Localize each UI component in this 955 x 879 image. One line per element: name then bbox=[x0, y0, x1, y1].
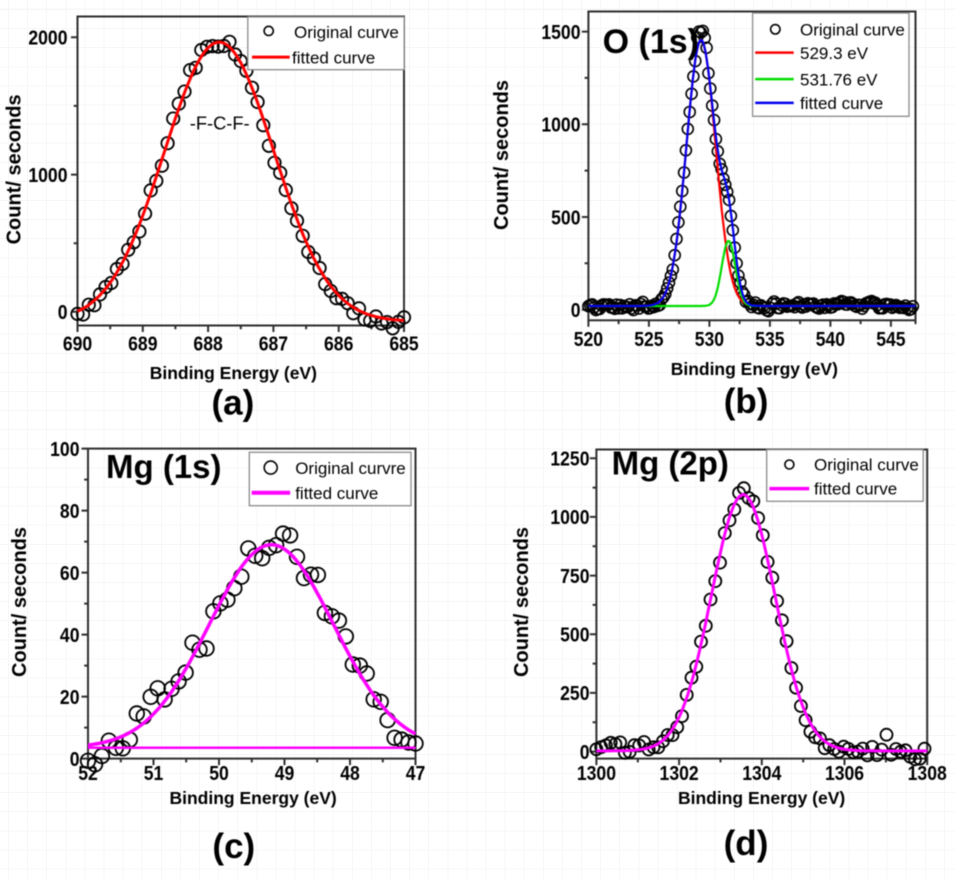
svg-text:1250: 1250 bbox=[550, 447, 589, 469]
svg-text:0: 0 bbox=[58, 301, 68, 323]
svg-text:40: 40 bbox=[60, 624, 80, 646]
svg-text:(d): (d) bbox=[724, 824, 769, 863]
svg-text:1300: 1300 bbox=[577, 762, 616, 784]
svg-text:1302: 1302 bbox=[660, 762, 699, 784]
svg-text:690: 690 bbox=[63, 332, 92, 354]
svg-text:48: 48 bbox=[340, 762, 360, 784]
svg-text:Mg (1s): Mg (1s) bbox=[106, 448, 222, 485]
svg-text:535: 535 bbox=[755, 328, 784, 350]
svg-text:1306: 1306 bbox=[825, 762, 864, 784]
svg-text:520: 520 bbox=[574, 328, 603, 350]
svg-text:686: 686 bbox=[324, 332, 353, 354]
svg-text:fitted curve: fitted curve bbox=[292, 48, 375, 67]
svg-text:60: 60 bbox=[60, 562, 80, 584]
svg-text:1000: 1000 bbox=[28, 164, 67, 186]
svg-text:O (1s): O (1s) bbox=[603, 23, 699, 61]
svg-text:Mg (2p): Mg (2p) bbox=[612, 445, 729, 482]
svg-text:fitted curve: fitted curve bbox=[295, 484, 378, 503]
svg-text:1500: 1500 bbox=[541, 21, 580, 43]
svg-text:685: 685 bbox=[389, 332, 418, 354]
svg-text:Count/ seconds: Count/ seconds bbox=[491, 80, 513, 230]
svg-text:20: 20 bbox=[60, 686, 80, 708]
svg-text:51: 51 bbox=[144, 762, 164, 784]
svg-text:0: 0 bbox=[70, 748, 80, 770]
svg-text:540: 540 bbox=[816, 328, 845, 350]
svg-text:530: 530 bbox=[695, 328, 724, 350]
svg-text:529.3 eV: 529.3 eV bbox=[800, 44, 869, 63]
svg-text:(a): (a) bbox=[212, 384, 255, 423]
svg-text:Original curve: Original curve bbox=[800, 21, 905, 40]
svg-text:250: 250 bbox=[560, 682, 589, 704]
svg-text:1000: 1000 bbox=[541, 114, 580, 136]
svg-text:Binding Energy (eV): Binding Energy (eV) bbox=[169, 788, 336, 808]
svg-text:Binding Energy (eV): Binding Energy (eV) bbox=[150, 363, 317, 383]
svg-text:1308: 1308 bbox=[908, 762, 947, 784]
svg-text:750: 750 bbox=[560, 565, 589, 587]
svg-text:1000: 1000 bbox=[550, 506, 589, 528]
svg-text:688: 688 bbox=[193, 332, 222, 354]
svg-text:Original curve: Original curve bbox=[814, 456, 919, 475]
svg-text:500: 500 bbox=[560, 623, 589, 645]
svg-text:Original curve: Original curve bbox=[294, 23, 399, 42]
svg-text:fitted curve: fitted curve bbox=[814, 480, 897, 499]
svg-text:0: 0 bbox=[580, 741, 590, 763]
svg-text:47: 47 bbox=[406, 762, 426, 784]
svg-text:-F-C-F-: -F-C-F- bbox=[190, 113, 250, 134]
svg-text:687: 687 bbox=[259, 332, 288, 354]
svg-text:50: 50 bbox=[209, 762, 229, 784]
svg-text:689: 689 bbox=[128, 332, 157, 354]
svg-text:1304: 1304 bbox=[742, 762, 782, 784]
svg-text:52: 52 bbox=[78, 762, 98, 784]
svg-text:Original curvre: Original curvre bbox=[295, 459, 406, 478]
svg-text:Count/ seconds: Count/ seconds bbox=[4, 94, 26, 244]
svg-text:2000: 2000 bbox=[28, 27, 67, 49]
svg-text:531.76 eV: 531.76 eV bbox=[800, 70, 878, 89]
svg-text:(b): (b) bbox=[724, 382, 769, 421]
svg-text:545: 545 bbox=[876, 328, 905, 350]
svg-text:Binding Energy (eV): Binding Energy (eV) bbox=[678, 788, 845, 808]
svg-text:0: 0 bbox=[571, 299, 581, 321]
svg-text:525: 525 bbox=[634, 328, 663, 350]
svg-text:(c): (c) bbox=[212, 827, 255, 866]
svg-text:49: 49 bbox=[275, 762, 295, 784]
svg-text:100: 100 bbox=[50, 438, 79, 460]
svg-text:80: 80 bbox=[60, 500, 80, 522]
svg-text:Count/ seconds: Count/ seconds bbox=[9, 527, 31, 677]
svg-text:500: 500 bbox=[551, 206, 580, 228]
svg-text:Count/ seconds: Count/ seconds bbox=[511, 527, 533, 677]
svg-text:fitted curve: fitted curve bbox=[800, 94, 883, 113]
svg-text:Binding Energy (eV): Binding Energy (eV) bbox=[671, 359, 838, 379]
